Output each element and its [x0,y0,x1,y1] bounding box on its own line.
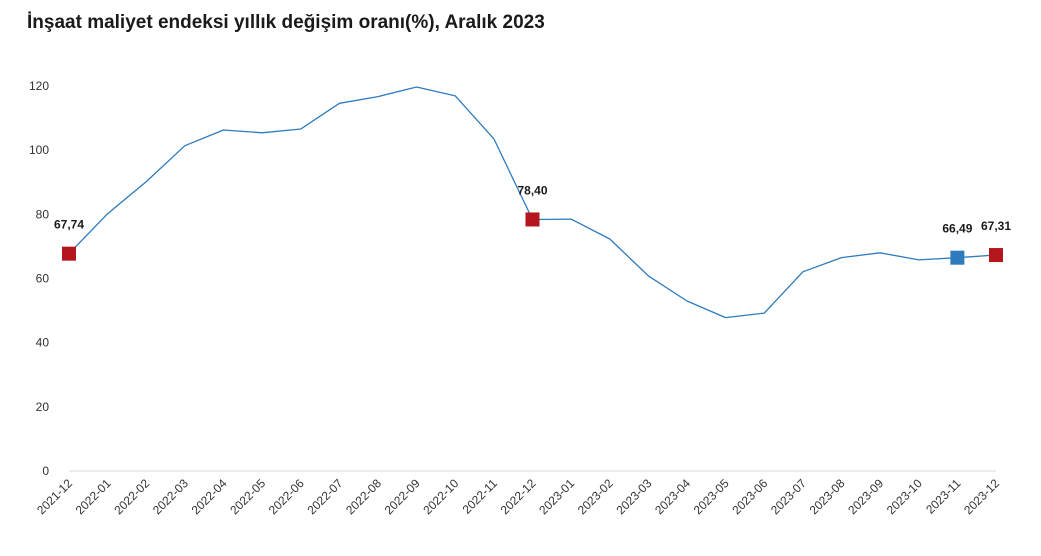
x-tick-label: 2022-08 [343,476,384,517]
chart-title: İnşaat maliyet endeksi yıllık değişim or… [27,12,545,33]
series-layer [68,86,997,319]
x-tick-label: 2022-09 [382,476,423,517]
x-tick-label: 2022-07 [304,476,345,517]
x-tick-label: 2022-12 [498,476,539,517]
x-tick-label: 2023-11 [923,476,964,517]
y-tick-label: 120 [29,79,49,93]
x-tick-label: 2023-05 [691,476,732,517]
highlight-marker [62,246,76,261]
y-tick-label: 0 [42,464,49,478]
data-label: 78,40 [517,183,547,197]
highlight-marker [525,212,540,227]
x-tick-label: 2023-06 [729,476,770,517]
x-tick-label: 2022-06 [266,476,307,517]
x-tick-label: 2023-03 [613,476,654,517]
x-tick-label: 2023-02 [575,476,616,517]
y-tick-label: 100 [29,143,49,157]
x-tick-label: 2022-05 [227,476,268,517]
y-tick-label: 40 [36,336,50,350]
series-line [68,86,997,319]
highlight-marker [989,248,1003,263]
data-label: 67,74 [54,218,84,232]
y-tick-label: 60 [36,272,50,286]
data-label: 67,31 [981,219,1011,233]
x-tick-label: 2023-10 [884,476,925,517]
x-tick-label: 2023-04 [652,476,693,517]
x-tick-label: 2023-01 [536,476,577,517]
x-tick-label: 2022-10 [420,476,461,517]
y-axis: 0 20 40 60 80 100 120 [29,79,49,478]
data-label: 66,49 [942,222,972,236]
x-axis: 2021-122022-012022-022022-032022-042022-… [34,470,1002,517]
highlight-markers: 67,74 78,40 66,49 67,31 [54,183,1011,265]
x-tick-label: 2022-03 [150,476,191,517]
x-tick-label: 2022-02 [111,476,152,517]
x-tick-label: 2023-12 [961,476,1002,517]
x-tick-label: 2021-12 [34,476,75,517]
x-tick-label: 2022-11 [460,476,501,517]
x-tick-label: 2022-01 [73,476,114,517]
x-tick-label: 2023-07 [768,476,809,517]
highlight-marker [950,250,965,265]
y-tick-label: 20 [36,400,50,414]
x-tick-label: 2023-09 [845,476,886,517]
x-tick-label: 2023-08 [807,476,848,517]
x-tick-label: 2022-04 [189,476,230,517]
y-tick-label: 80 [36,207,50,221]
